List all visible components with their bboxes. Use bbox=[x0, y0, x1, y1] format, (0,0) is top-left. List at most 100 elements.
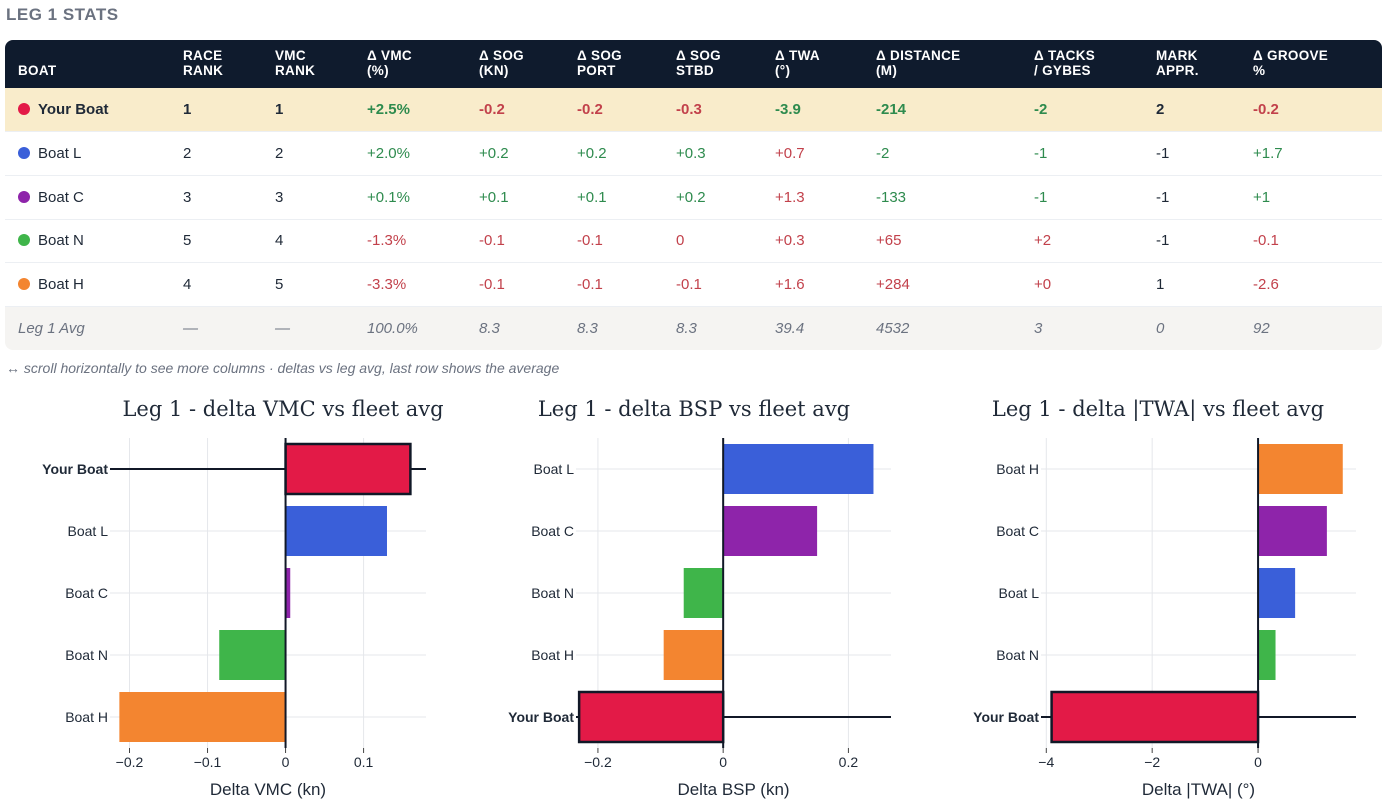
table-cell: -0.1 bbox=[479, 232, 505, 250]
x-tick-label: 0.1 bbox=[354, 754, 374, 770]
table-cell: -0.1 bbox=[1253, 232, 1279, 250]
boat-color-dot bbox=[18, 234, 30, 247]
average-cell: 39.4 bbox=[775, 320, 805, 338]
boat-cell: Your Boat bbox=[5, 88, 170, 132]
table-row[interactable]: Boat C 3 3 +0.1% +0.1 +0.1 +0.2 +1.3 -133 -1 -1 +1 bbox=[5, 175, 1382, 220]
table-cell: -1 bbox=[1156, 145, 1170, 163]
table-cell: -0.1 bbox=[479, 276, 505, 294]
table-cell: +0.3 bbox=[676, 145, 706, 163]
table-cell: +0.1 bbox=[479, 188, 509, 206]
table-row[interactable]: Boat L 2 2 +2.0% +0.2 +0.2 +0.3 +0.7 -2 -1 -1 +1.7 bbox=[5, 132, 1382, 176]
table-cell: -214 bbox=[876, 101, 907, 119]
table-cell: +65 bbox=[876, 232, 902, 250]
x-axis-title: Delta |TWA| (°) bbox=[1142, 780, 1255, 799]
leg-stats-table-container[interactable]: BOAT RACE RANK VMC RANK Δ VMC (%) Δ SOG (KN)… bbox=[5, 40, 1382, 350]
y-category-label: Boat C bbox=[65, 585, 108, 601]
bar bbox=[663, 630, 724, 680]
column-header: RACE RANK bbox=[183, 48, 224, 78]
boat-color-dot bbox=[18, 147, 30, 160]
boat-color-dot bbox=[18, 278, 30, 291]
x-axis-title: Delta VMC (kn) bbox=[210, 780, 326, 799]
table-row[interactable]: Boat N 5 4 -1.3% -0.1 -0.1 0 +0.3 +65 +2 -1 -0.1 bbox=[5, 219, 1382, 263]
average-cell: 92 bbox=[1253, 320, 1270, 338]
y-category-label: Boat N bbox=[531, 585, 574, 601]
table-cell: -0.2 bbox=[479, 101, 505, 119]
y-category-label: Your Boat bbox=[973, 709, 1039, 725]
x-axis-title: Delta BSP (kn) bbox=[677, 780, 789, 799]
table-cell: -3.9 bbox=[775, 101, 801, 119]
y-category-label: Boat N bbox=[65, 647, 108, 663]
table-cell: 2 bbox=[275, 145, 284, 163]
table-cell: +2.0% bbox=[367, 145, 410, 163]
table-cell: -0.1 bbox=[676, 276, 702, 294]
table-cell: -3.3% bbox=[367, 276, 407, 294]
column-header: Δ SOG (KN) bbox=[479, 48, 524, 78]
bar bbox=[683, 568, 724, 618]
table-cell: +0.1% bbox=[367, 188, 410, 206]
bar bbox=[1258, 568, 1296, 618]
table-cell: 1 bbox=[1156, 276, 1165, 294]
x-tick-label: 0 bbox=[1254, 754, 1262, 770]
table-cell: -2 bbox=[1034, 101, 1048, 119]
average-cell: 0 bbox=[1156, 320, 1165, 338]
column-header: Δ TWA (°) bbox=[775, 48, 820, 78]
table-cell: +1.7 bbox=[1253, 145, 1283, 163]
boat-cell: Boat H bbox=[5, 263, 170, 307]
chart-title-bsp: Leg 1 - delta BSP vs fleet avg bbox=[537, 397, 851, 421]
boat-name: Your Boat bbox=[38, 101, 109, 119]
column-header: VMC RANK bbox=[275, 48, 316, 78]
table-cell: +284 bbox=[876, 276, 910, 294]
bar bbox=[1258, 444, 1343, 494]
table-cell: -0.2 bbox=[577, 101, 603, 119]
table-cell: +2 bbox=[1034, 232, 1052, 250]
table-cell: +0.7 bbox=[775, 145, 805, 163]
table-row[interactable]: Boat H 4 5 -3.3% -0.1 -0.1 -0.1 +1.6 +284 +0 1 -2.6 bbox=[5, 263, 1382, 307]
y-category-label: Your Boat bbox=[508, 709, 574, 725]
bar bbox=[723, 444, 874, 494]
table-cell: +0.2 bbox=[479, 145, 509, 163]
table-cell: -1 bbox=[1156, 188, 1170, 206]
table-cell: -2 bbox=[876, 145, 890, 163]
column-header: MARK APPR. bbox=[1156, 48, 1199, 78]
table-cell: 1 bbox=[275, 101, 284, 119]
boat-color-dot bbox=[18, 103, 30, 116]
column-header: Δ SOG PORT bbox=[577, 48, 622, 78]
y-category-label: Boat H bbox=[65, 709, 108, 725]
column-header: Δ TACKS / GYBES bbox=[1034, 48, 1096, 78]
bar bbox=[284, 442, 412, 496]
table-cell: 2 bbox=[1156, 101, 1165, 119]
bar bbox=[723, 506, 818, 556]
average-cell: — bbox=[275, 320, 290, 338]
table-row[interactable]: Your Boat 1 1 +2.5% -0.2 -0.2 -0.3 -3.9 -214 -2 2 -… bbox=[5, 88, 1382, 132]
table-cell: 5 bbox=[183, 232, 192, 250]
table-cell: +1 bbox=[1253, 188, 1271, 206]
table-cell: +0.1 bbox=[577, 188, 607, 206]
x-tick-label: −0.2 bbox=[584, 754, 612, 770]
column-header: Δ GROOVE % bbox=[1253, 48, 1329, 78]
table-cell: -2.6 bbox=[1253, 276, 1279, 294]
average-cell: 8.3 bbox=[676, 320, 697, 338]
average-cell: 8.3 bbox=[577, 320, 598, 338]
boat-name: Boat H bbox=[38, 276, 84, 294]
table-cell: 0 bbox=[676, 232, 685, 250]
table-cell: -0.3 bbox=[676, 101, 702, 119]
average-cell: 4532 bbox=[876, 320, 910, 338]
table-cell: 3 bbox=[275, 188, 284, 206]
scroll-hint-note: ↔ scroll horizontally to see more column… bbox=[6, 360, 560, 376]
bar bbox=[219, 630, 286, 680]
y-category-label: Boat L bbox=[68, 523, 109, 539]
y-category-label: Boat C bbox=[531, 523, 574, 539]
average-cell: 100.0% bbox=[367, 320, 418, 338]
average-label: Leg 1 Avg bbox=[18, 320, 85, 338]
chart-title-twa: Leg 1 - delta |TWA| vs fleet avg bbox=[991, 397, 1325, 421]
y-category-label: Boat L bbox=[999, 585, 1040, 601]
bar bbox=[285, 506, 387, 556]
bar bbox=[577, 690, 725, 744]
table-cell: +0.3 bbox=[775, 232, 805, 250]
x-tick-label: −0.2 bbox=[116, 754, 144, 770]
bar bbox=[1258, 506, 1327, 556]
chart-title-vmc: Leg 1 - delta VMC vs fleet avg bbox=[122, 397, 444, 421]
x-tick-label: 0.2 bbox=[839, 754, 859, 770]
boat-color-dot bbox=[18, 190, 30, 203]
